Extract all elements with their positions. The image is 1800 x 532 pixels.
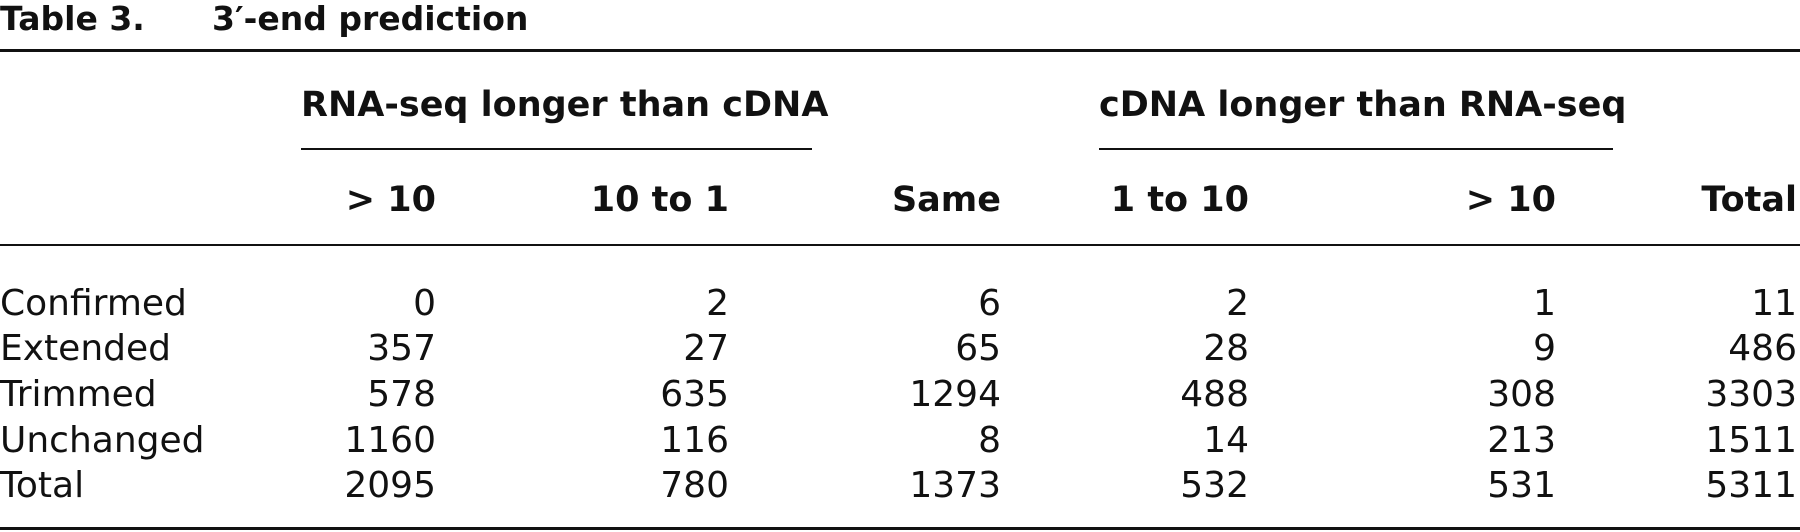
table-cell: 2 [1226, 283, 1249, 324]
group-header: cDNA longer than RNA-seq [1099, 85, 1627, 125]
row-label: Unchanged [0, 420, 205, 461]
table-cell: 9 [1533, 328, 1556, 369]
table-cell: 1160 [344, 420, 436, 461]
table-cell: 1511 [1705, 420, 1797, 461]
table-cell: 635 [660, 374, 729, 415]
table-cell: 28 [1203, 328, 1249, 369]
column-header: 10 to 1 [590, 180, 729, 220]
table-title: 3′-end prediction [212, 0, 529, 38]
table-cell: 486 [1728, 328, 1797, 369]
table-cell: 2095 [344, 465, 436, 506]
row-label: Extended [0, 328, 171, 369]
table-cell: 1294 [909, 374, 1001, 415]
row-label: Trimmed [0, 374, 157, 415]
table-cell: 116 [660, 420, 729, 461]
table-cell: 531 [1487, 465, 1556, 506]
table-cell: 14 [1203, 420, 1249, 461]
row-label: Confirmed [0, 283, 187, 324]
header-rule [0, 244, 1800, 246]
table-cell: 1 [1533, 283, 1556, 324]
column-header: > 10 [1465, 180, 1556, 220]
table-cell: 65 [955, 328, 1001, 369]
table-cell: 780 [660, 465, 729, 506]
column-header: 1 to 10 [1110, 180, 1249, 220]
table-cell: 308 [1487, 374, 1556, 415]
group-rule [1099, 148, 1613, 150]
table-cell: 11 [1751, 283, 1797, 324]
table-cell: 213 [1487, 420, 1556, 461]
table-cell: 0 [413, 283, 436, 324]
table-cell: 2 [706, 283, 729, 324]
table-cell: 27 [683, 328, 729, 369]
table-cell: 6 [978, 283, 1001, 324]
bottom-rule [0, 527, 1800, 530]
table-cell: 488 [1180, 374, 1249, 415]
column-header: Total [1701, 180, 1797, 220]
table-cell: 532 [1180, 465, 1249, 506]
table-cell: 8 [978, 420, 1001, 461]
column-header: > 10 [345, 180, 436, 220]
table-cell: 578 [367, 374, 436, 415]
row-label: Total [0, 465, 85, 506]
table-cell: 3303 [1705, 374, 1797, 415]
table-label: Table 3. [0, 0, 145, 38]
top-rule [0, 49, 1800, 52]
table-cell: 5311 [1705, 465, 1797, 506]
table-cell: 357 [367, 328, 436, 369]
group-header: RNA-seq longer than cDNA [301, 85, 829, 125]
table-cell: 1373 [909, 465, 1001, 506]
group-rule [301, 148, 812, 150]
column-header: Same [891, 180, 1001, 220]
